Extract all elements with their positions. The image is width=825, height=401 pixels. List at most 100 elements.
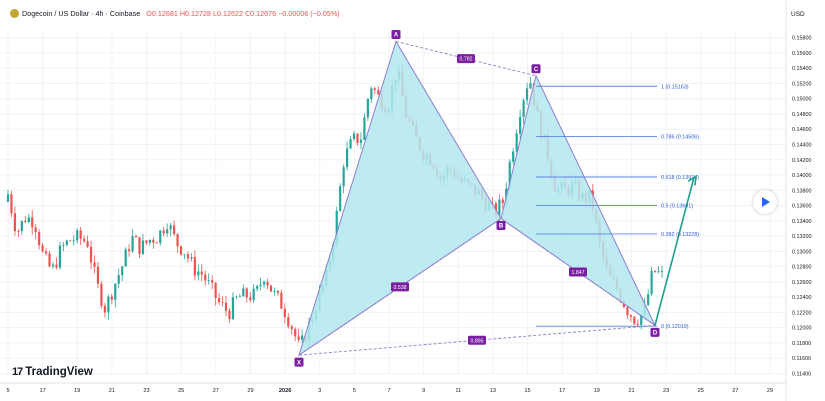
- time-tick-label: 2026: [279, 388, 291, 394]
- candle-body: [124, 249, 127, 267]
- price-tick-label: 0.13400: [792, 219, 812, 225]
- candle-body: [522, 100, 525, 118]
- fib-level-label: 0 (0.12019): [661, 324, 689, 330]
- time-tick-label: 17: [40, 388, 46, 394]
- candle-body: [152, 239, 155, 243]
- ratio-label: 1.847: [572, 270, 585, 276]
- candle-body: [96, 266, 100, 284]
- candle-body: [141, 240, 145, 255]
- time-tick-label: 23: [663, 388, 669, 394]
- candle-body: [636, 323, 639, 325]
- candle-body: [370, 88, 373, 100]
- candle-body: [287, 317, 290, 327]
- price-tick-label: 0.14200: [792, 158, 812, 164]
- candle-body: [117, 275, 120, 284]
- candle-body: [38, 232, 41, 246]
- candle-body: [217, 298, 221, 303]
- candle-body: [204, 274, 207, 281]
- candle-body: [107, 296, 110, 313]
- candle-body: [89, 246, 93, 263]
- candle-body: [629, 315, 632, 317]
- candle-body: [24, 220, 27, 223]
- play-icon: [762, 197, 770, 207]
- time-tick-label: 19: [74, 388, 80, 394]
- currency-label[interactable]: USD: [791, 11, 805, 18]
- candle-body: [498, 199, 501, 216]
- time-tick-label: 21: [109, 388, 115, 394]
- point-label-b: B: [499, 224, 504, 230]
- candle-body: [363, 117, 366, 140]
- fib-level-label: 1 (0.15163): [661, 84, 689, 90]
- candle-body: [183, 254, 186, 256]
- time-tick-label: 3: [318, 388, 321, 394]
- candle-body: [342, 167, 345, 187]
- candle-body: [214, 282, 217, 299]
- candle-body: [377, 89, 380, 95]
- candle-body: [55, 264, 58, 268]
- time-tick-label: 13: [490, 388, 496, 394]
- candle-body: [110, 296, 113, 300]
- point-label-d: D: [653, 331, 658, 337]
- time-tick-label: 25: [178, 388, 184, 394]
- candle-body: [224, 302, 228, 311]
- candle-body: [51, 264, 55, 267]
- candle-body: [10, 194, 13, 214]
- candle-body: [512, 151, 515, 162]
- candle-body: [162, 230, 165, 234]
- price-tick-label: 0.14600: [792, 127, 812, 133]
- candle-body: [72, 240, 75, 242]
- candle-body: [647, 294, 650, 305]
- candle-body: [193, 257, 196, 276]
- price-tick-label: 0.13800: [792, 188, 812, 194]
- candle-body: [259, 284, 262, 287]
- candle-body: [297, 336, 300, 340]
- candle-body: [352, 133, 356, 140]
- time-tick-label: 27: [732, 388, 738, 394]
- candle-body: [197, 271, 200, 276]
- go-to-realtime-button[interactable]: [753, 190, 777, 214]
- point-label-bg-d: [650, 327, 660, 337]
- candle-body: [301, 335, 304, 340]
- candle-body: [640, 314, 643, 325]
- price-tick-label: 0.12200: [792, 310, 812, 316]
- time-tick-label: 15: [524, 388, 530, 394]
- candle-body: [31, 217, 34, 228]
- fib-level-label: 0.5 (0.13601): [661, 203, 693, 209]
- time-tick-label: 7: [387, 388, 390, 394]
- candle-body: [166, 229, 169, 234]
- candle-body: [515, 133, 518, 152]
- candle-body: [294, 329, 297, 337]
- ratio-label: 0.895: [471, 338, 484, 344]
- price-tick-label: 0.14000: [792, 173, 812, 179]
- candle-body: [6, 194, 10, 202]
- candle-body: [280, 292, 283, 309]
- candle-body: [366, 99, 369, 118]
- candle-body: [17, 231, 20, 232]
- price-tick-label: 0.11600: [792, 356, 811, 362]
- candle-body: [207, 280, 210, 282]
- candle-body: [359, 139, 363, 143]
- point-label-a: A: [394, 33, 399, 39]
- price-tick-label: 0.12600: [792, 280, 812, 286]
- ratio-label-bg: [457, 54, 475, 64]
- time-tick-label: 11: [455, 388, 461, 394]
- candle-body: [249, 297, 252, 301]
- time-tick-label: 5: [6, 388, 9, 394]
- time-tick-label: 19: [594, 388, 600, 394]
- candle-body: [290, 326, 293, 330]
- candle-body: [200, 271, 203, 275]
- ratio-label-bg: [391, 282, 409, 292]
- candle-body: [283, 308, 286, 318]
- time-tick-label: 27: [213, 388, 219, 394]
- point-label-bg-b: [496, 221, 506, 231]
- time-tick-label: 5: [353, 388, 356, 394]
- candle-body: [653, 270, 657, 272]
- price-tick-label: 0.14400: [792, 142, 812, 148]
- price-tick-label: 0.15800: [792, 36, 812, 42]
- candle-body: [103, 305, 106, 313]
- candle-body: [221, 302, 224, 303]
- symbol-title: Dogecoin / US Dollar · 4h · Coinbase: [22, 9, 141, 18]
- ohlc-readout: O0.12681 H0.12728 L0.12622 C0.12676 −0.0…: [146, 9, 340, 18]
- dogecoin-icon: [10, 9, 19, 18]
